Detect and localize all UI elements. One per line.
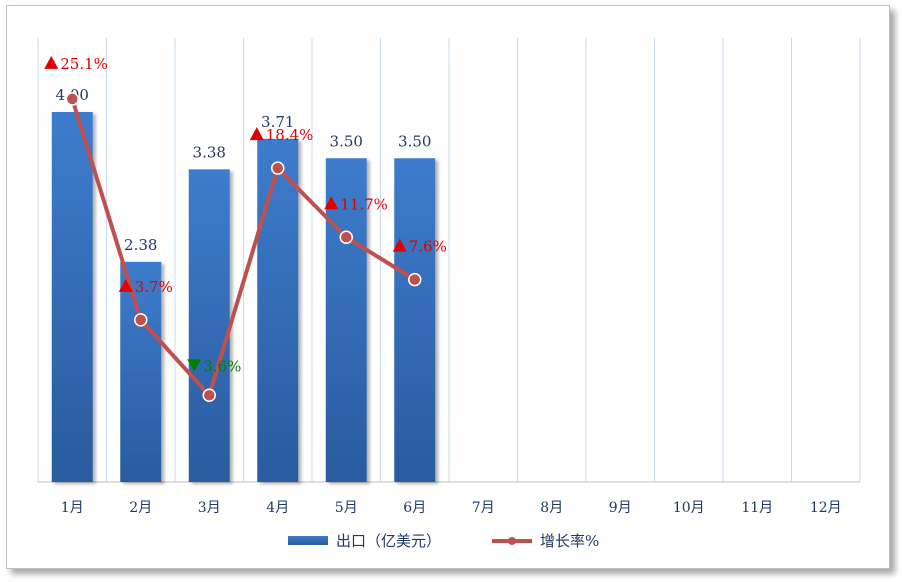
growth-value-label: 25.1% [60, 55, 108, 73]
bar [120, 261, 162, 482]
x-tick-label: 6月 [403, 500, 426, 516]
growth-value-label: 3.6% [203, 357, 241, 375]
x-tick-label: 7月 [472, 500, 495, 516]
growth-point [271, 161, 285, 175]
growth-point [339, 230, 353, 245]
x-tick-label: 12月 [810, 500, 842, 516]
x-tick-label: 5月 [335, 500, 358, 516]
legend-label-line: 增长率% [540, 532, 599, 550]
x-tick-label: 10月 [673, 500, 705, 516]
growth-line-series [65, 92, 422, 403]
growth-line [70, 98, 416, 398]
growth-value-label: 11.7% [340, 195, 388, 213]
bar-value-label: 2.38 [124, 236, 157, 254]
x-tick-label: 9月 [609, 500, 632, 516]
growth-value-label: 3.7% [135, 278, 173, 296]
bar [257, 138, 299, 482]
down-arrow-icon [187, 359, 202, 372]
bar [51, 112, 93, 482]
growth-point [65, 92, 79, 106]
up-arrow-icon [249, 127, 264, 141]
growth-value-labels: 25.1% 3.7% 3.6% 18.4% 11.7% 7.6% [44, 55, 447, 375]
legend-label-bar: 出口（亿美元） [336, 532, 441, 550]
gridlines [37, 38, 861, 483]
up-arrow-icon [118, 278, 133, 292]
growth-value-label: 7.6% [409, 238, 447, 256]
x-tick-label: 1月 [61, 500, 84, 516]
up-arrow-icon [44, 55, 59, 69]
bar [394, 158, 436, 482]
bar-series [51, 112, 436, 482]
bar-value-label: 3.50 [398, 132, 431, 150]
bar-value-label: 3.71 [261, 113, 294, 131]
legend-swatch-marker [508, 537, 516, 545]
up-arrow-icon [324, 196, 339, 210]
legend-swatch-bar [288, 536, 328, 545]
bar-value-label: 3.50 [330, 132, 363, 150]
bar [325, 158, 367, 482]
legend: 出口（亿美元） 增长率% [288, 532, 599, 550]
up-arrow-icon [392, 238, 407, 252]
x-tick-label: 2月 [129, 500, 152, 516]
x-tick-label: 8月 [540, 500, 563, 516]
growth-value-label: 18.4% [266, 126, 314, 144]
growth-point [408, 272, 422, 287]
growth-point [134, 313, 148, 327]
growth-point [202, 388, 216, 403]
bar [188, 169, 230, 482]
x-tick-label: 11月 [741, 500, 773, 516]
x-axis-ticks: 1月 2月 3月 4月 5月 6月 7月 8月 9月 10月 11月 12月 [61, 500, 842, 516]
x-tick-label: 4月 [266, 500, 289, 516]
bar-value-label: 3.38 [193, 143, 226, 161]
x-tick-label: 3月 [198, 500, 221, 516]
